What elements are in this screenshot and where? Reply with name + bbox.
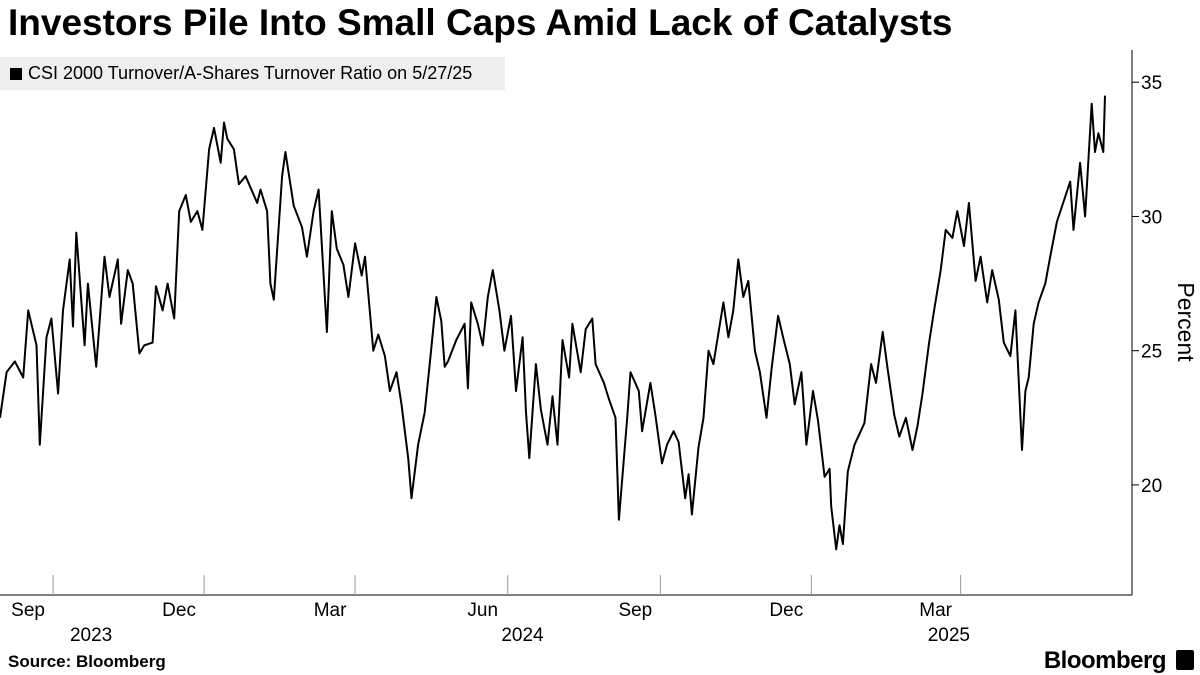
chart-title: Investors Pile Into Small Caps Amid Lack… (8, 2, 953, 43)
y-tick-label: 30 (1141, 207, 1162, 228)
x-tick-label: Jun (467, 600, 498, 621)
brand-logo: Bloomberg (1043, 647, 1167, 674)
y-tick-label: 25 (1141, 342, 1162, 363)
x-year-label: 2024 (501, 625, 544, 646)
x-year-label: 2023 (70, 625, 112, 646)
x-tick-label: Mar (919, 600, 952, 621)
y-axis-title: Percent (1173, 282, 1199, 362)
x-tick-label: Dec (162, 600, 196, 621)
x-tick-label: Dec (769, 600, 803, 621)
source-note: Source: Bloomberg (8, 652, 166, 671)
x-tick-label: Sep (618, 600, 652, 621)
y-tick-label: 35 (1141, 73, 1162, 94)
legend: CSI 2000 Turnover/A-Shares Turnover Rati… (0, 57, 505, 90)
plot-area (0, 95, 1106, 551)
legend-swatch (10, 67, 22, 80)
legend-label: CSI 2000 Turnover/A-Shares Turnover Rati… (28, 63, 473, 83)
x-year-label: 2025 (928, 625, 970, 646)
x-tick-label: Mar (314, 600, 347, 621)
x-tick-label: Sep (11, 600, 45, 621)
y-tick-label: 20 (1141, 476, 1162, 497)
bloomberg-icon (1176, 650, 1194, 670)
series-line (0, 95, 1106, 551)
